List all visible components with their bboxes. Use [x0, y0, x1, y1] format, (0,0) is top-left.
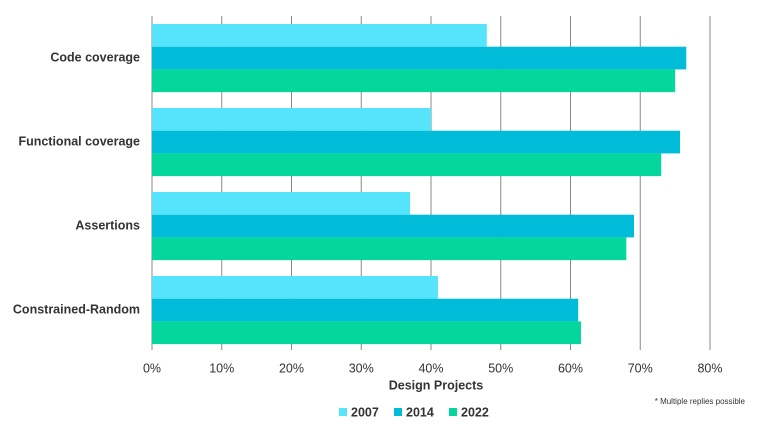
legend-label: 2022: [461, 405, 489, 419]
legend-swatch: [449, 408, 457, 416]
bar: [152, 108, 431, 131]
x-tick-label: 30%: [349, 361, 374, 375]
bar: [152, 237, 627, 261]
legend-label: 2007: [351, 405, 379, 419]
x-tick-label: 60%: [558, 361, 583, 375]
y-tick-label: Constrained-Random: [13, 302, 140, 316]
x-tick-label: 70%: [628, 361, 653, 375]
x-tick-label: 10%: [209, 361, 234, 375]
legend-label: 2014: [406, 405, 434, 419]
bar: [152, 321, 581, 345]
bar: [152, 69, 676, 93]
bar: [152, 130, 681, 154]
x-tick-label: 40%: [418, 361, 443, 375]
bar: [152, 46, 687, 70]
bar: [152, 214, 634, 238]
y-tick-label: Functional coverage: [18, 134, 140, 148]
x-tick-label: 0%: [143, 361, 161, 375]
legend-swatch: [394, 408, 402, 416]
bar: [152, 24, 487, 47]
x-tick-label: 20%: [279, 361, 304, 375]
y-tick-label: Assertions: [75, 218, 140, 232]
bar: [152, 153, 662, 177]
bar: [152, 192, 411, 215]
bar: [152, 298, 579, 322]
x-axis-label: Design Projects: [389, 378, 484, 392]
note: * Multiple replies possible: [655, 397, 746, 406]
y-tick-label: Code coverage: [50, 50, 140, 64]
legend-swatch: [339, 408, 347, 416]
bar: [152, 276, 438, 299]
x-tick-label: 80%: [697, 361, 722, 375]
x-tick-label: 50%: [488, 361, 513, 375]
